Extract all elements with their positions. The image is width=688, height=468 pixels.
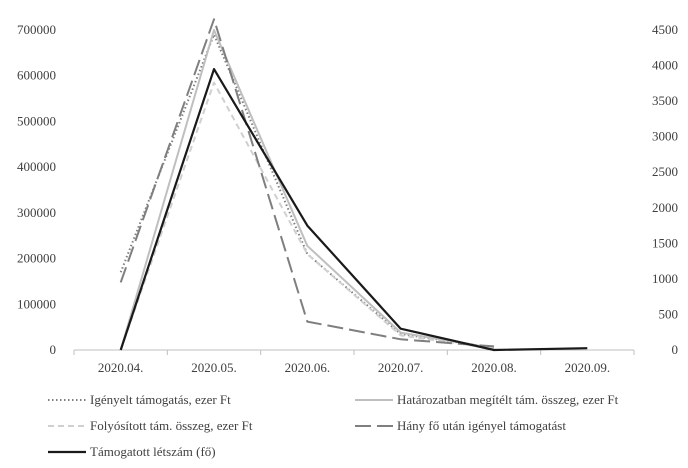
series-line-3 xyxy=(119,81,495,351)
x-tick-label: 2020.05. xyxy=(191,360,237,375)
y-right-tick-label: 3000 xyxy=(652,129,678,144)
chart-series xyxy=(119,18,588,352)
y-right-tick-label: 3500 xyxy=(652,93,678,108)
y-left-tick-label: 100000 xyxy=(17,296,56,311)
legend-label-1: Igényelt támogatás, ezer Ft xyxy=(90,392,231,407)
x-tick-label: 2020.09. xyxy=(565,360,611,375)
y-right-tick-label: 500 xyxy=(659,306,679,321)
chart-axes xyxy=(73,349,635,355)
x-tick-label: 2020.08. xyxy=(471,360,517,375)
series-line-4 xyxy=(119,18,495,348)
x-tick-label: 2020.04. xyxy=(98,360,144,375)
x-tick-label: 2020.06. xyxy=(285,360,331,375)
y-right-tick-label: 1500 xyxy=(652,235,678,250)
series-line-5 xyxy=(119,67,588,352)
y-left-tick-label: 400000 xyxy=(17,159,56,174)
y-left-tick-label: 500000 xyxy=(17,113,56,128)
series-line-1 xyxy=(119,33,495,349)
y-right-tick-label: 2500 xyxy=(652,164,678,179)
legend-label-5: Támogatott létszám (fő) xyxy=(90,444,216,459)
y-right-tick-label: 1000 xyxy=(652,271,678,286)
y-left-tick-label: 700000 xyxy=(17,22,56,37)
legend-label-3: Folyósított tám. összeg, ezer Ft xyxy=(90,418,253,433)
legend-label-2: Határozatban megítélt tám. összeg, ezer … xyxy=(397,392,619,407)
series-line-2 xyxy=(119,29,495,351)
y-right-tick-label: 4500 xyxy=(652,22,678,37)
chart-legend: Igényelt támogatás, ezer Ft Határozatban … xyxy=(48,392,619,459)
y-left-tick-label: 200000 xyxy=(17,251,56,266)
y-right-tick-label: 2000 xyxy=(652,200,678,215)
y-left-tick-label: 0 xyxy=(50,342,57,357)
x-tick-label: 2020.07. xyxy=(378,360,424,375)
legend-label-4: Hány fő után igényel támogatást xyxy=(397,418,566,433)
y-right-tick-label: 0 xyxy=(672,342,679,357)
y-left-tick-label: 600000 xyxy=(17,68,56,83)
chart-ticks: 2020.04. 2020.05. 2020.06. 2020.07. 2020.08.… xyxy=(17,22,678,375)
y-right-tick-label: 4000 xyxy=(652,58,678,73)
y-left-tick-label: 300000 xyxy=(17,205,56,220)
